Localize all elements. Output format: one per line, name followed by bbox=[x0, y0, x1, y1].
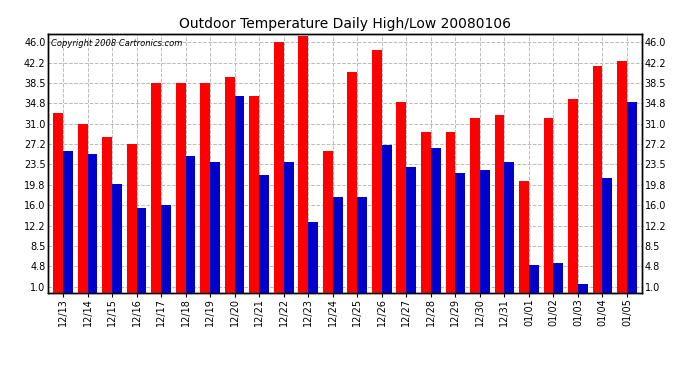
Bar bbox=[470, 118, 480, 292]
Bar bbox=[504, 162, 514, 292]
Bar bbox=[348, 72, 357, 292]
Bar bbox=[284, 162, 293, 292]
Bar bbox=[568, 99, 578, 292]
Title: Outdoor Temperature Daily High/Low 20080106: Outdoor Temperature Daily High/Low 20080… bbox=[179, 17, 511, 31]
Bar bbox=[602, 178, 612, 292]
Bar bbox=[53, 113, 63, 292]
Bar bbox=[298, 36, 308, 292]
Bar bbox=[446, 132, 455, 292]
Bar bbox=[431, 148, 441, 292]
Bar bbox=[63, 151, 73, 292]
Bar bbox=[406, 167, 416, 292]
Bar bbox=[259, 176, 269, 292]
Bar bbox=[137, 208, 146, 292]
Bar bbox=[372, 50, 382, 292]
Bar bbox=[161, 206, 171, 292]
Bar bbox=[274, 42, 284, 292]
Bar bbox=[519, 181, 529, 292]
Bar bbox=[308, 222, 318, 292]
Bar bbox=[88, 154, 97, 292]
Bar bbox=[78, 124, 88, 292]
Bar bbox=[249, 96, 259, 292]
Bar bbox=[127, 144, 137, 292]
Bar bbox=[578, 284, 588, 292]
Bar bbox=[397, 102, 406, 292]
Bar bbox=[593, 66, 602, 292]
Bar bbox=[627, 102, 637, 292]
Bar bbox=[357, 197, 367, 292]
Bar bbox=[455, 172, 465, 292]
Bar bbox=[235, 96, 244, 292]
Bar bbox=[544, 118, 553, 292]
Text: Copyright 2008 Cartronics.com: Copyright 2008 Cartronics.com bbox=[51, 39, 183, 48]
Bar bbox=[176, 83, 186, 292]
Bar bbox=[200, 83, 210, 292]
Bar bbox=[382, 146, 392, 292]
Bar bbox=[421, 132, 431, 292]
Bar bbox=[323, 151, 333, 292]
Bar bbox=[529, 265, 539, 292]
Bar bbox=[553, 262, 563, 292]
Bar bbox=[151, 83, 161, 292]
Bar bbox=[617, 61, 627, 292]
Bar bbox=[210, 162, 220, 292]
Bar bbox=[495, 116, 504, 292]
Bar bbox=[112, 183, 122, 292]
Bar bbox=[186, 156, 195, 292]
Bar bbox=[102, 137, 112, 292]
Bar bbox=[225, 77, 235, 292]
Bar bbox=[480, 170, 490, 292]
Bar bbox=[333, 197, 342, 292]
